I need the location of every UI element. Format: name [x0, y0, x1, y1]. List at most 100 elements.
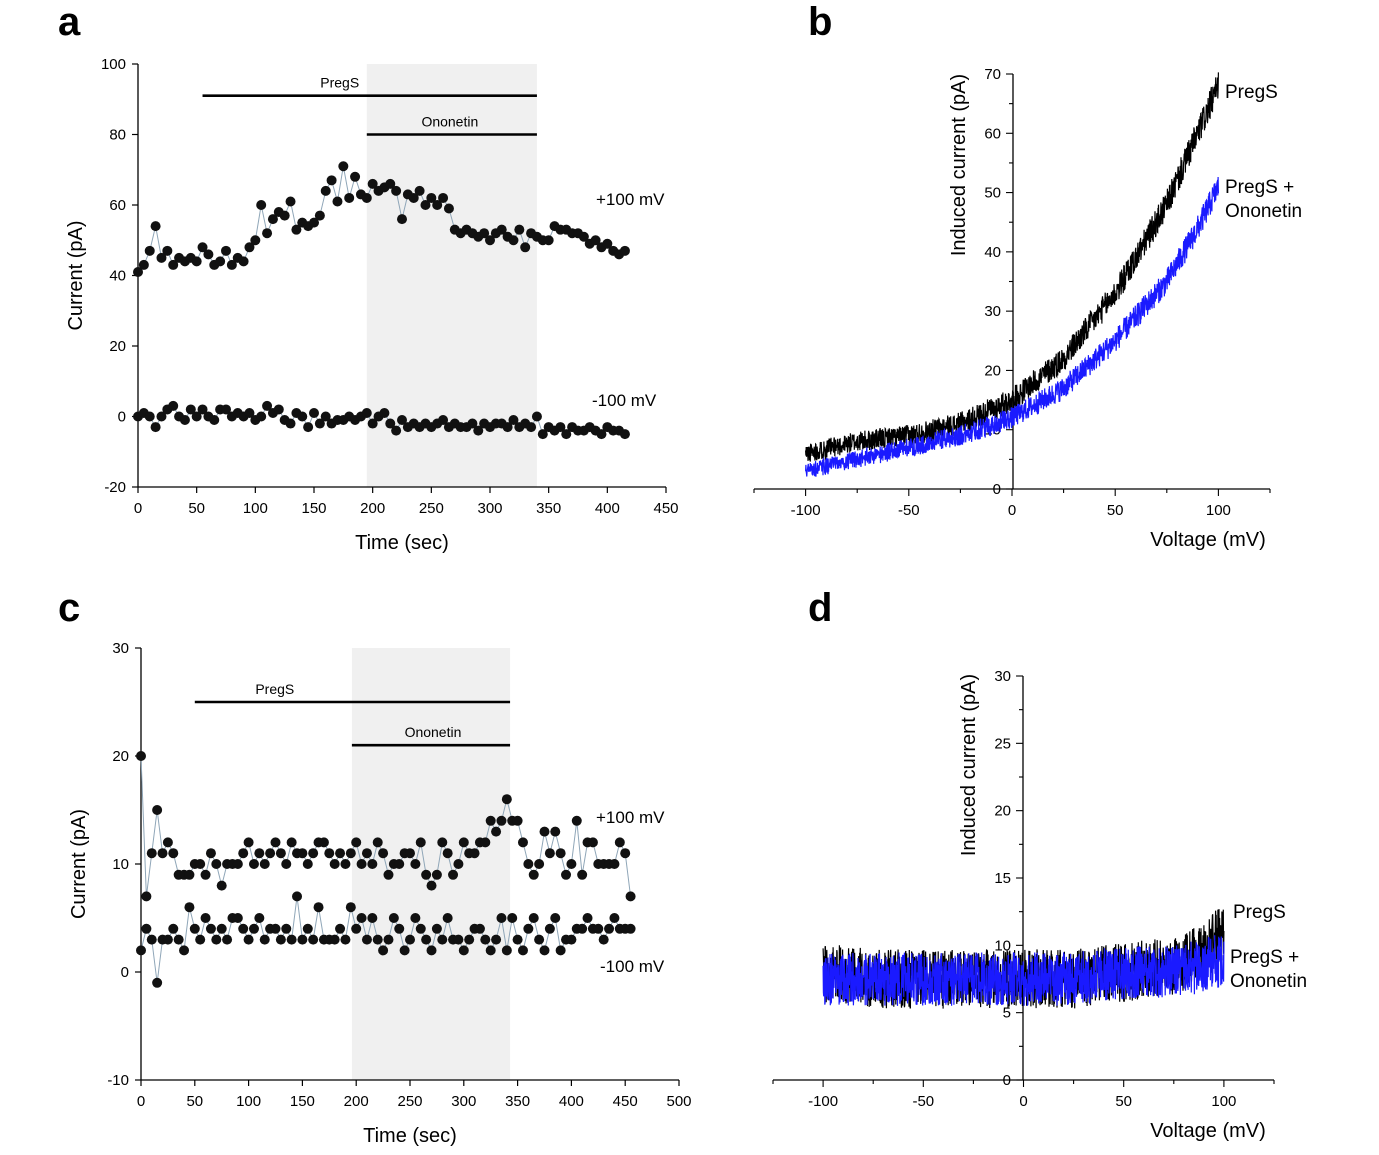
- panel-c-data-point: [211, 934, 222, 945]
- panel-d-series-label-1-1: Ononetin: [1230, 971, 1307, 992]
- panel-c-y-tick-label: 10: [112, 856, 129, 873]
- panel-a-data-point: [156, 252, 167, 263]
- panel-a-data-point: [309, 407, 319, 418]
- panel-c-data-point: [501, 794, 512, 805]
- panel-d-x-tick-label: 0: [1019, 1093, 1027, 1110]
- panel-a-data-point: [314, 210, 325, 221]
- panel-a-data-point: [238, 256, 249, 267]
- panel-c-data-point: [453, 934, 464, 945]
- panel-c-data-point: [281, 923, 292, 934]
- panel-b-x-axis-label: Voltage (mV): [1150, 529, 1266, 551]
- panel-c-data-point: [195, 934, 206, 945]
- panel-a-data-point: [531, 411, 542, 422]
- panel-a-data-point: [215, 256, 226, 267]
- panel-a-data-point: [391, 425, 402, 436]
- panel-c-data-point: [582, 913, 593, 923]
- panel-c-data-point: [238, 848, 249, 859]
- panel-c-data-point: [550, 826, 561, 837]
- panel-letter-c: c: [58, 586, 81, 630]
- panel-c-data-point: [308, 848, 319, 859]
- panel-c-data-point: [351, 923, 362, 934]
- panel-c-data-point: [378, 848, 389, 859]
- panel-a-data-point: [485, 235, 495, 246]
- panel-a-y-tick-label: 20: [109, 338, 126, 355]
- panel-a-data-point: [191, 256, 202, 267]
- panel-c-data-point: [243, 837, 254, 848]
- panel-c-data-point: [286, 934, 297, 945]
- panel-a-data-point: [537, 429, 548, 440]
- panel-c-data-point: [555, 945, 566, 956]
- panel-c-data-point: [302, 859, 313, 869]
- panel-a-data-point: [361, 192, 372, 203]
- panel-d-y-tick-label: 30: [994, 668, 1011, 685]
- panel-c-x-tick-label: 250: [397, 1093, 422, 1110]
- panel-c-data-point: [270, 923, 281, 934]
- panel-c-bar-label-pregs: PregS: [255, 681, 294, 697]
- panel-c-data-point: [431, 923, 442, 934]
- panel-c-y-tick-label: 30: [112, 640, 129, 657]
- panel-c-data-point: [517, 837, 528, 848]
- panel-c-data-point: [517, 945, 528, 956]
- panel-c-data-point: [598, 934, 609, 945]
- panel-c-data-point: [421, 869, 432, 880]
- panel-c-data-point: [329, 859, 340, 869]
- panel-c-data-point: [501, 945, 512, 956]
- panel-c-data-point: [485, 945, 496, 956]
- panel-c-data-point: [248, 923, 259, 934]
- panel-a-data-point: [496, 224, 507, 235]
- panel-c-data-point: [614, 837, 625, 848]
- panel-d-x-tick-label: -100: [808, 1093, 838, 1110]
- panel-a-data-point: [391, 185, 402, 196]
- panel-c-y-tick-label: 20: [112, 748, 129, 765]
- panel-c-data-point: [297, 848, 308, 859]
- panel-c-x-tick-label: 450: [613, 1093, 638, 1110]
- panel-d-y-axis-label: Induced current (pA): [958, 674, 980, 856]
- panel-c-data-point: [205, 848, 216, 859]
- panel-a-data-point: [361, 407, 372, 418]
- panel-c-data-point: [604, 923, 615, 934]
- panel-c-data-point: [361, 934, 372, 945]
- panel-a-data-point: [144, 245, 155, 256]
- panel-c-data-point: [372, 837, 383, 848]
- panel-c-data-point: [415, 923, 426, 934]
- panel-a-x-tick-label: 250: [419, 500, 444, 517]
- panel-c-data-point: [248, 859, 259, 869]
- panel-a-data-point: [185, 404, 196, 415]
- panel-c-data-point: [275, 934, 286, 945]
- panel-a-x-tick-label: 400: [595, 500, 620, 517]
- panel-c-data-point: [609, 859, 620, 869]
- panel-c-data-point: [566, 859, 577, 869]
- panel-c-series-label-0: +100 mV: [596, 808, 665, 827]
- panel-c-data-point: [270, 837, 281, 848]
- panel-c-data-point: [146, 848, 157, 859]
- panel-a-data-point: [514, 224, 525, 235]
- panel-a-data-point: [168, 259, 179, 270]
- panel-a-data-point: [226, 259, 237, 270]
- panel-c-data-point: [232, 859, 243, 869]
- panel-c-data-point: [410, 859, 421, 869]
- panel-a-data-point: [420, 200, 431, 210]
- panel-a-data-point: [256, 200, 267, 210]
- panel-c-data-point: [345, 902, 356, 913]
- panel-c-data-point: [238, 923, 249, 934]
- panel-a-data-point: [150, 422, 161, 433]
- panel-c-x-axis-label: Time (sec): [363, 1125, 457, 1147]
- panel-d-y-tick-label: 15: [994, 870, 1011, 887]
- panel-c-data-point: [394, 859, 405, 869]
- panel-c-data-point: [141, 891, 152, 902]
- panel-c-data-point: [141, 923, 152, 934]
- panel-a-data-point: [520, 242, 531, 253]
- panel-a-data-point: [133, 266, 143, 277]
- panel-c-data-point: [566, 934, 577, 945]
- panel-c-data-point: [356, 859, 367, 869]
- panel-b-y-tick-label: 60: [984, 125, 1001, 142]
- panel-c-x-tick-label: 500: [666, 1093, 691, 1110]
- panel-b-series-label-1-1: Ononetin: [1225, 201, 1302, 222]
- panel-c-data-point: [335, 848, 346, 859]
- panel-a-data-point: [297, 411, 308, 422]
- panel-c-data-point: [216, 923, 227, 934]
- panel-c-data-point: [544, 923, 555, 934]
- panel-d-x-axis-label: Voltage (mV): [1150, 1120, 1266, 1142]
- panel-a-data-point: [350, 171, 361, 182]
- panel-a-data-point: [209, 415, 220, 426]
